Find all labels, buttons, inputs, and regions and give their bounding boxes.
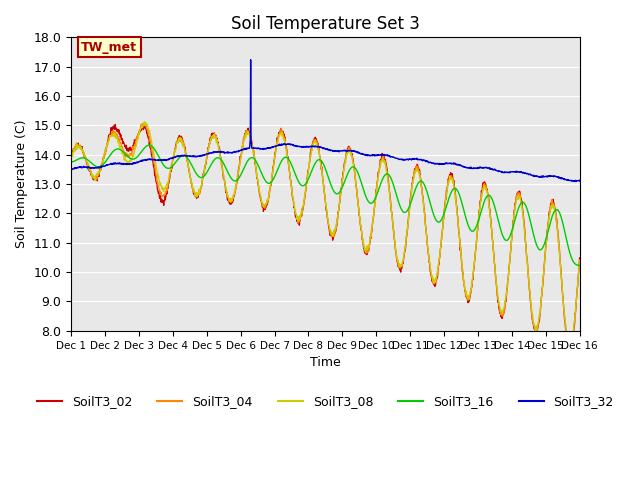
SoilT3_04 xyxy=(576,257,584,263)
SoilT3_08 xyxy=(566,342,574,348)
SoilT3_02 xyxy=(516,188,524,194)
Legend: SoilT3_02, SoilT3_04, SoilT3_08, SoilT3_16, SoilT3_32: SoilT3_02, SoilT3_04, SoilT3_08, SoilT3_… xyxy=(32,390,619,413)
Y-axis label: Soil Temperature (C): Soil Temperature (C) xyxy=(15,120,28,248)
SoilT3_08 xyxy=(140,119,148,125)
SoilT3_04 xyxy=(516,190,524,196)
Title: Soil Temperature Set 3: Soil Temperature Set 3 xyxy=(231,15,420,33)
SoilT3_32 xyxy=(471,165,479,171)
SoilT3_32 xyxy=(571,179,579,184)
SoilT3_16 xyxy=(180,153,188,159)
SoilT3_16 xyxy=(404,206,412,212)
SoilT3_08 xyxy=(168,160,176,166)
SoilT3_02 xyxy=(471,258,479,264)
SoilT3_04 xyxy=(180,144,188,150)
SoilT3_32 xyxy=(168,156,176,161)
SoilT3_32 xyxy=(180,152,188,158)
SoilT3_02 xyxy=(576,255,584,261)
SoilT3_02 xyxy=(404,218,412,224)
SoilT3_04 xyxy=(168,161,176,167)
SoilT3_16 xyxy=(145,142,153,148)
Line: SoilT3_08: SoilT3_08 xyxy=(71,122,580,345)
SoilT3_16 xyxy=(471,227,479,232)
SoilT3_32 xyxy=(247,57,255,62)
SoilT3_16 xyxy=(576,263,584,268)
Line: SoilT3_32: SoilT3_32 xyxy=(71,60,580,181)
SoilT3_08 xyxy=(237,152,245,158)
SoilT3_16 xyxy=(67,159,75,165)
SoilT3_32 xyxy=(404,157,412,163)
SoilT3_32 xyxy=(67,167,75,172)
SoilT3_04 xyxy=(237,151,245,156)
SoilT3_02 xyxy=(67,153,75,158)
Text: TW_met: TW_met xyxy=(81,40,138,54)
SoilT3_08 xyxy=(576,258,584,264)
SoilT3_04 xyxy=(141,119,149,125)
SoilT3_32 xyxy=(516,169,524,175)
SoilT3_08 xyxy=(180,146,188,152)
SoilT3_04 xyxy=(566,345,574,350)
SoilT3_04 xyxy=(471,257,479,263)
SoilT3_08 xyxy=(471,259,479,264)
SoilT3_04 xyxy=(404,218,412,224)
SoilT3_16 xyxy=(168,164,176,169)
SoilT3_32 xyxy=(237,147,245,153)
SoilT3_02 xyxy=(180,144,188,149)
SoilT3_02 xyxy=(237,151,245,157)
Line: SoilT3_02: SoilT3_02 xyxy=(71,123,580,348)
Line: SoilT3_16: SoilT3_16 xyxy=(71,145,580,265)
X-axis label: Time: Time xyxy=(310,356,340,369)
SoilT3_02 xyxy=(141,120,149,126)
SoilT3_32 xyxy=(576,178,584,184)
SoilT3_08 xyxy=(67,156,75,162)
SoilT3_08 xyxy=(404,219,412,225)
SoilT3_16 xyxy=(516,203,524,209)
Line: SoilT3_04: SoilT3_04 xyxy=(71,122,580,348)
SoilT3_02 xyxy=(168,161,176,167)
SoilT3_04 xyxy=(67,153,75,158)
SoilT3_02 xyxy=(565,345,573,351)
SoilT3_08 xyxy=(516,194,524,200)
SoilT3_16 xyxy=(237,170,245,176)
